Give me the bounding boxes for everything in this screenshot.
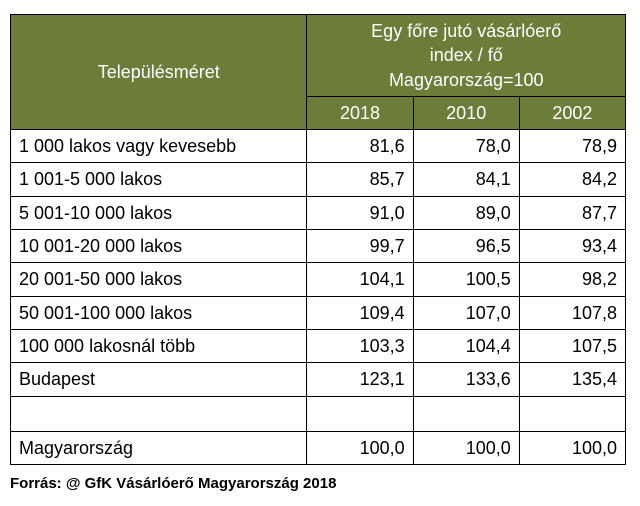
header-year-0: 2018: [307, 96, 413, 129]
table-row: 100 000 lakosnál több103,3104,4107,5: [11, 329, 626, 362]
table-row: 1 001-5 000 lakos85,784,184,2: [11, 163, 626, 196]
table-row: 50 001-100 000 lakos109,4107,0107,8: [11, 296, 626, 329]
header-left: Településméret: [11, 15, 307, 130]
table-row: Budapest123,1133,6135,4: [11, 363, 626, 396]
table-row: 20 001-50 000 lakos104,1100,598,2: [11, 263, 626, 296]
header-right: Egy főre jutó vásárlóerőindex / főMagyar…: [307, 15, 626, 97]
header-year-2: 2002: [519, 96, 625, 129]
table-row: 5 001-10 000 lakos91,089,087,7: [11, 196, 626, 229]
table-row: 1 000 lakos vagy kevesebb81,678,078,9: [11, 130, 626, 163]
header-year-1: 2010: [413, 96, 519, 129]
table-body: 1 000 lakos vagy kevesebb81,678,078,9 1 …: [11, 130, 626, 465]
table-row: 10 001-20 000 lakos99,796,593,4: [11, 230, 626, 263]
purchasing-power-table: Településméret Egy főre jutó vásárlóerői…: [10, 14, 626, 465]
source-line: Forrás: @ GfK Vásárlóerő Magyarország 20…: [10, 475, 630, 492]
blank-row: [11, 396, 626, 431]
summary-row: Magyarország100,0100,0100,0: [11, 431, 626, 464]
